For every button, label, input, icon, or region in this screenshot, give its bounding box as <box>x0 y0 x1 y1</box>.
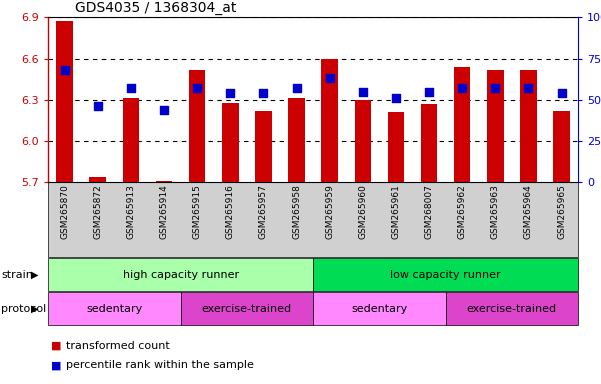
Point <box>490 85 500 91</box>
Bar <box>554 111 570 182</box>
Bar <box>156 181 172 182</box>
Bar <box>421 104 438 182</box>
Bar <box>90 177 106 182</box>
Bar <box>189 70 206 182</box>
Text: high capacity runner: high capacity runner <box>123 270 239 280</box>
Bar <box>487 70 504 182</box>
Bar <box>322 59 338 182</box>
Bar <box>222 103 239 182</box>
Point <box>192 85 202 91</box>
Text: GDS4035 / 1368304_at: GDS4035 / 1368304_at <box>75 1 236 15</box>
Bar <box>355 100 371 182</box>
Point <box>159 107 169 113</box>
Point <box>325 75 335 81</box>
Bar <box>123 98 139 182</box>
Bar <box>56 22 73 182</box>
Text: strain: strain <box>1 270 33 280</box>
Text: protocol: protocol <box>1 303 46 314</box>
Text: ■: ■ <box>51 341 61 351</box>
Point <box>457 85 467 91</box>
Point <box>391 95 401 101</box>
Bar <box>454 67 471 182</box>
Point <box>258 90 268 96</box>
Point <box>291 85 301 91</box>
Point <box>424 88 434 94</box>
Bar <box>520 70 537 182</box>
Bar <box>388 112 404 182</box>
Text: transformed count: transformed count <box>66 341 170 351</box>
Text: exercise-trained: exercise-trained <box>202 303 292 314</box>
Text: low capacity runner: low capacity runner <box>390 270 501 280</box>
Text: ■: ■ <box>51 360 61 370</box>
Text: sedentary: sedentary <box>86 303 142 314</box>
Point <box>126 85 136 91</box>
Text: sedentary: sedentary <box>351 303 407 314</box>
Point <box>557 90 566 96</box>
Bar <box>255 111 272 182</box>
Text: exercise-trained: exercise-trained <box>467 303 557 314</box>
Point <box>93 103 103 109</box>
Point <box>358 88 368 94</box>
Point <box>60 67 70 73</box>
Text: ▶: ▶ <box>31 270 38 280</box>
Bar <box>288 98 305 182</box>
Text: percentile rank within the sample: percentile rank within the sample <box>66 360 254 370</box>
Text: ▶: ▶ <box>31 303 38 314</box>
Point <box>523 85 533 91</box>
Point <box>225 90 235 96</box>
